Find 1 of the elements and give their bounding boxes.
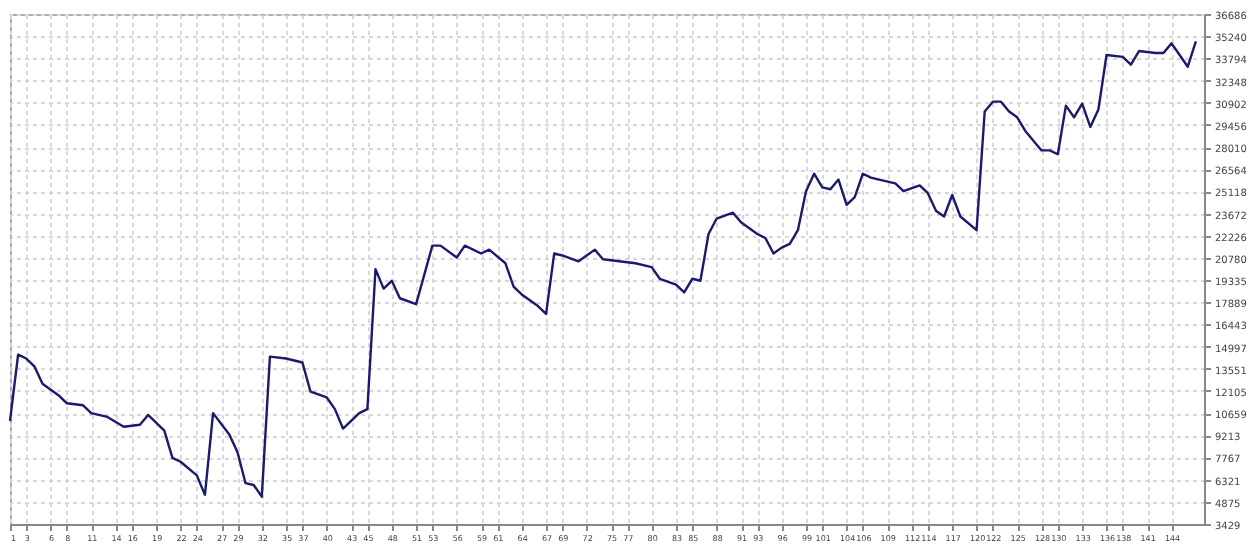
line-series [8, 40, 1198, 498]
